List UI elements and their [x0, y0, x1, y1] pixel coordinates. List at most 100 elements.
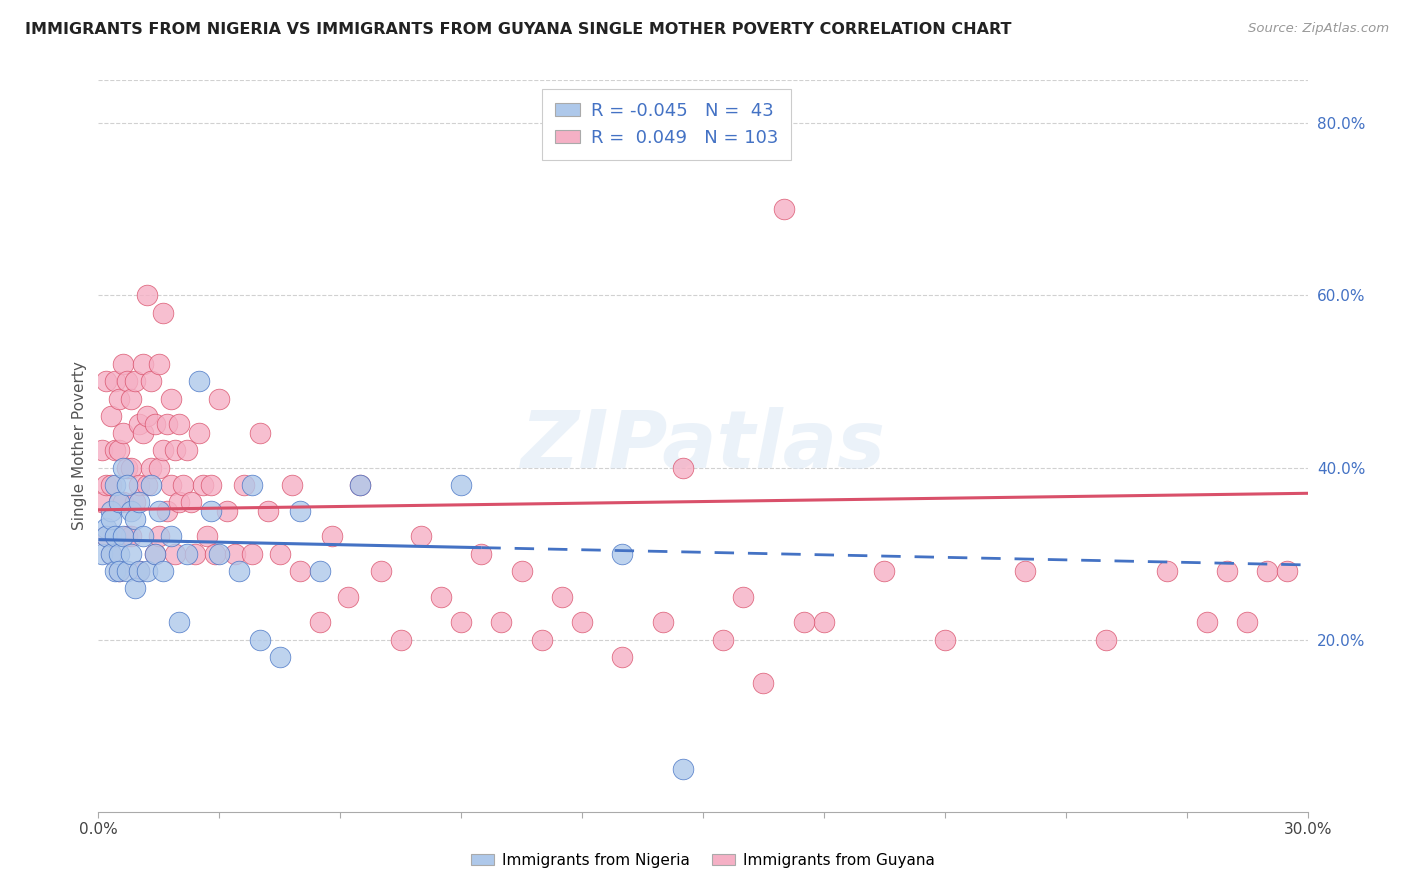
Point	[711, 632, 734, 647]
Point	[96, 529, 118, 543]
Point	[176, 443, 198, 458]
Point	[530, 632, 553, 647]
Point	[200, 503, 222, 517]
Point	[200, 477, 222, 491]
Point	[111, 357, 134, 371]
Point	[124, 581, 146, 595]
Point	[132, 357, 155, 371]
Point	[224, 547, 246, 561]
Point	[111, 426, 134, 441]
Point	[156, 417, 179, 432]
Point	[309, 564, 332, 578]
Point	[103, 443, 125, 458]
Point	[103, 529, 125, 543]
Point	[91, 495, 114, 509]
Point	[103, 477, 125, 491]
Point	[612, 649, 634, 664]
Text: ZIPatlas: ZIPatlas	[520, 407, 886, 485]
Point	[103, 564, 125, 578]
Point	[107, 495, 129, 509]
Point	[1195, 615, 1218, 630]
Point	[672, 460, 695, 475]
Point	[176, 547, 198, 561]
Point	[107, 392, 129, 406]
Point	[172, 477, 194, 491]
Point	[217, 503, 239, 517]
Point	[115, 564, 138, 578]
Point	[120, 547, 142, 561]
Point	[430, 590, 453, 604]
Point	[288, 564, 311, 578]
Point	[240, 477, 263, 491]
Point	[1256, 564, 1278, 578]
Point	[148, 357, 170, 371]
Point	[128, 495, 150, 509]
Point	[143, 417, 166, 432]
Point	[208, 392, 231, 406]
Point	[772, 202, 794, 217]
Point	[135, 288, 157, 302]
Point	[100, 503, 122, 517]
Point	[107, 495, 129, 509]
Point	[409, 529, 432, 543]
Point	[281, 477, 304, 491]
Point	[111, 460, 134, 475]
Point	[124, 495, 146, 509]
Point	[103, 375, 125, 389]
Point	[1216, 564, 1239, 578]
Point	[96, 477, 118, 491]
Point	[160, 529, 183, 543]
Point	[269, 547, 291, 561]
Point	[111, 495, 134, 509]
Point	[450, 615, 472, 630]
Point	[510, 564, 533, 578]
Point	[148, 460, 170, 475]
Text: Source: ZipAtlas.com: Source: ZipAtlas.com	[1249, 22, 1389, 36]
Point	[349, 477, 371, 491]
Point	[672, 762, 695, 776]
Point	[612, 547, 634, 561]
Point	[128, 564, 150, 578]
Point	[107, 547, 129, 561]
Point	[124, 512, 146, 526]
Point	[873, 564, 896, 578]
Point	[96, 529, 118, 543]
Point	[152, 443, 174, 458]
Point	[450, 477, 472, 491]
Point	[321, 529, 343, 543]
Point	[249, 632, 271, 647]
Point	[470, 547, 492, 561]
Point	[167, 615, 190, 630]
Point	[651, 615, 673, 630]
Point	[100, 547, 122, 561]
Point	[124, 375, 146, 389]
Point	[204, 547, 226, 561]
Point	[752, 675, 775, 690]
Point	[733, 590, 755, 604]
Point	[337, 590, 360, 604]
Point	[188, 426, 211, 441]
Point	[1014, 564, 1036, 578]
Point	[111, 529, 134, 543]
Point	[188, 375, 211, 389]
Text: IMMIGRANTS FROM NIGERIA VS IMMIGRANTS FROM GUYANA SINGLE MOTHER POVERTY CORRELAT: IMMIGRANTS FROM NIGERIA VS IMMIGRANTS FR…	[25, 22, 1012, 37]
Point	[120, 529, 142, 543]
Point	[156, 503, 179, 517]
Point	[228, 564, 250, 578]
Point	[160, 392, 183, 406]
Point	[195, 529, 218, 543]
Point	[135, 564, 157, 578]
Y-axis label: Single Mother Poverty: Single Mother Poverty	[72, 361, 87, 531]
Point	[232, 477, 254, 491]
Point	[1277, 564, 1299, 578]
Point	[491, 615, 513, 630]
Point	[256, 503, 278, 517]
Point	[180, 495, 202, 509]
Point	[370, 564, 392, 578]
Point	[934, 632, 956, 647]
Point	[309, 615, 332, 630]
Point	[100, 477, 122, 491]
Point	[115, 477, 138, 491]
Point	[128, 477, 150, 491]
Point	[96, 521, 118, 535]
